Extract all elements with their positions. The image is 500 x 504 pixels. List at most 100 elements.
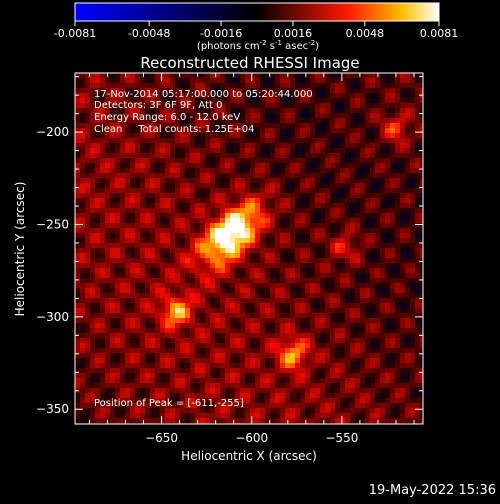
heatmap-cell [330, 83, 335, 88]
heatmap-cell [85, 78, 90, 83]
heatmap-cell [385, 368, 390, 373]
heatmap-cell [230, 273, 235, 278]
heatmap-cell [195, 313, 200, 318]
heatmap-cell [275, 243, 280, 248]
heatmap-cell [355, 373, 360, 378]
heatmap-cell [295, 358, 300, 363]
heatmap-cell [400, 353, 405, 358]
heatmap-cell [410, 143, 415, 148]
heatmap-cell [270, 73, 275, 78]
heatmap-cell [140, 83, 145, 88]
heatmap-cell [310, 413, 315, 418]
heatmap-cell [140, 368, 145, 373]
heatmap-cell [380, 173, 385, 178]
heatmap-cell [160, 193, 165, 198]
heatmap-cell [210, 188, 215, 193]
heatmap-cell [80, 253, 85, 258]
heatmap-cell [295, 268, 300, 273]
heatmap-cell [415, 318, 420, 323]
heatmap-cell [315, 393, 320, 398]
heatmap-cell [95, 308, 100, 313]
heatmap-cell [165, 238, 170, 243]
heatmap-cell [410, 238, 415, 243]
heatmap-cell [365, 278, 370, 283]
heatmap-cell [80, 93, 85, 98]
heatmap-cell [405, 333, 410, 338]
heatmap-cell [240, 143, 245, 148]
heatmap-cell [300, 303, 305, 308]
heatmap-cell [350, 178, 355, 183]
heatmap-cell [80, 363, 85, 368]
heatmap-cell [150, 303, 155, 308]
heatmap-cell [310, 168, 315, 173]
heatmap-cell [135, 193, 140, 198]
heatmap-cell [155, 303, 160, 308]
heatmap-cell [340, 393, 345, 398]
heatmap-cell [365, 323, 370, 328]
heatmap-cell [220, 253, 225, 258]
heatmap-cell [255, 318, 260, 323]
heatmap-cell [85, 243, 90, 248]
heatmap-cell [165, 188, 170, 193]
heatmap-cell [210, 248, 215, 253]
heatmap-cell [400, 153, 405, 158]
heatmap-cell [315, 323, 320, 328]
heatmap-cell [170, 303, 175, 308]
heatmap-cell [285, 143, 290, 148]
heatmap-cell [415, 178, 420, 183]
heatmap-cell [345, 193, 350, 198]
heatmap-cell [330, 413, 335, 418]
heatmap-cell [200, 78, 205, 83]
heatmap-cell [225, 308, 230, 313]
heatmap-cell [345, 313, 350, 318]
heatmap-cell [315, 138, 320, 143]
heatmap-cell [415, 323, 420, 328]
heatmap-cell [185, 203, 190, 208]
heatmap-cell [205, 243, 210, 248]
heatmap-cell [165, 283, 170, 288]
heatmap-cell [130, 383, 135, 388]
heatmap-cell [135, 353, 140, 358]
heatmap-cell [395, 158, 400, 163]
heatmap-cell [340, 283, 345, 288]
heatmap-cell [75, 188, 80, 193]
heatmap-cell [195, 223, 200, 228]
heatmap-cell [255, 128, 260, 133]
heatmap-cell [240, 323, 245, 328]
heatmap-cell [360, 163, 365, 168]
heatmap-cell [185, 283, 190, 288]
heatmap-cell [240, 348, 245, 353]
heatmap-cell [250, 113, 255, 118]
heatmap-cell [245, 398, 250, 403]
heatmap-cell [415, 78, 420, 83]
heatmap-cell [325, 283, 330, 288]
heatmap-cell [285, 338, 290, 343]
heatmap-cell [220, 73, 225, 78]
heatmap-cell [110, 343, 115, 348]
heatmap-cell [145, 253, 150, 258]
heatmap-cell [75, 413, 80, 418]
heatmap-cell [170, 308, 175, 313]
heatmap-cell [385, 143, 390, 148]
heatmap-cell [385, 348, 390, 353]
heatmap-cell [105, 193, 110, 198]
heatmap-cell [140, 153, 145, 158]
heatmap-cell [405, 293, 410, 298]
heatmap-cell [205, 193, 210, 198]
heatmap-cell [185, 228, 190, 233]
heatmap-cell [325, 103, 330, 108]
heatmap-cell [265, 288, 270, 293]
heatmap-cell [240, 303, 245, 308]
heatmap-cell [160, 343, 165, 348]
heatmap-cell [375, 398, 380, 403]
heatmap-cell [375, 283, 380, 288]
heatmap-cell [380, 333, 385, 338]
heatmap-cell [165, 343, 170, 348]
heatmap-cell [100, 188, 105, 193]
heatmap-cell [235, 308, 240, 313]
heatmap-cell [245, 163, 250, 168]
heatmap-cell [250, 348, 255, 353]
heatmap-cell [225, 173, 230, 178]
heatmap-cell [85, 183, 90, 188]
heatmap-cell [165, 353, 170, 358]
